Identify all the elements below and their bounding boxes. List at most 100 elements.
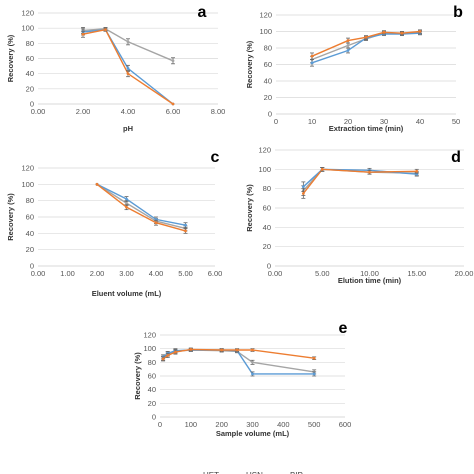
data-point-hsn [95, 182, 99, 186]
series-line-het [311, 32, 421, 64]
data-point-het [301, 185, 305, 189]
x-tick-label: 2.00 [90, 269, 105, 278]
data-point-hsn [154, 221, 158, 225]
x-tick-label: 15.00 [407, 269, 426, 278]
data-point-hsn [415, 169, 419, 173]
series-line-het [96, 183, 186, 226]
x-tick-label: 6.00 [208, 269, 223, 278]
data-point-het [251, 372, 254, 376]
data-point-hsn [301, 192, 305, 195]
y-tick-label: 120 [259, 11, 272, 20]
y-axis-title: Recovery (%) [6, 34, 15, 82]
x-tick-label: 0 [274, 117, 278, 126]
x-tick-label: 100 [185, 420, 198, 429]
x-tick-label: 10 [308, 117, 316, 126]
y-tick-label: 100 [259, 27, 272, 36]
series-line-hsn [82, 28, 174, 105]
chart-panel-a: 0 20 40 60 80 100 120 0.00 2.00 4.00 6.00 8.00 pH Rec… [6, 4, 225, 133]
data-point-hsn [171, 102, 175, 106]
y-tick-label: 120 [21, 9, 34, 18]
chart-panel-d: 0 20 40 60 80 100 120 0.00 5.00 10.00 15.00 20.00 El… [245, 146, 473, 286]
x-tick-label: 4.00 [149, 269, 164, 278]
x-tick-label: 6.00 [166, 107, 181, 116]
y-tick-label: 120 [258, 146, 271, 155]
series-line-hsn [96, 183, 186, 232]
y-tick-label: 0 [268, 110, 272, 119]
y-tick-label: 0 [267, 262, 271, 271]
y-tick-label: 100 [21, 180, 34, 189]
data-point-hsn [189, 347, 193, 351]
y-tick-label: 20 [263, 242, 271, 251]
data-point-bip [126, 40, 130, 44]
data-point-hsn [161, 357, 165, 361]
y-tick-label: 40 [264, 77, 272, 86]
x-tick-label: 0 [158, 420, 162, 429]
data-point-hsn [174, 350, 177, 354]
y-tick-label: 0 [30, 262, 34, 271]
panel-label: a [198, 4, 207, 21]
data-point-het [125, 197, 128, 201]
y-tick-label: 60 [264, 60, 272, 69]
y-axis-title: Recovery (%) [6, 193, 15, 241]
x-tick-label: 2.00 [76, 107, 91, 116]
series-line-het [162, 349, 315, 375]
panel-label: e [339, 320, 348, 337]
x-tick-label: 4.00 [121, 107, 136, 116]
x-tick-label: 5.00 [315, 269, 330, 278]
x-tick-label: 20.00 [455, 269, 474, 278]
x-tick-label: 200 [215, 420, 228, 429]
y-tick-label: 60 [26, 213, 34, 222]
data-point-bip [171, 59, 175, 63]
x-tick-label: 1.00 [60, 269, 75, 278]
x-tick-label: 400 [277, 420, 290, 429]
y-tick-label: 80 [148, 358, 156, 367]
y-tick-label: 20 [264, 93, 272, 102]
data-point-bip [125, 201, 128, 205]
y-tick-label: 40 [148, 385, 156, 394]
y-tick-label: 0 [152, 413, 156, 422]
x-axis-title: Elution time (min) [338, 276, 402, 285]
data-point-hsn [251, 348, 254, 352]
y-tick-label: 0 [30, 100, 34, 109]
y-tick-label: 60 [263, 204, 271, 213]
data-point-bip [346, 44, 350, 47]
y-tick-label: 40 [26, 229, 34, 238]
series-line-hsn [302, 168, 417, 194]
x-tick-label: 0.00 [268, 269, 283, 278]
data-point-hsn [364, 35, 368, 39]
x-tick-label: 0.00 [31, 269, 46, 278]
data-point-hsn [125, 205, 128, 209]
data-point-het [312, 372, 316, 376]
data-point-hsn [104, 28, 107, 32]
x-tick-label: 500 [308, 420, 321, 429]
data-point-hsn [400, 31, 404, 35]
legend-label-hsn: HSN [246, 471, 263, 474]
y-axis-title: Recovery (%) [245, 40, 254, 88]
x-tick-label: 600 [339, 420, 352, 429]
series-line-bip [82, 28, 174, 62]
data-point-hsn [418, 30, 422, 33]
chart-panel-b: 0 20 40 60 80 100 120 0 10 20 30 40 50 Extraction tim… [245, 4, 463, 133]
data-point-hsn [346, 39, 350, 42]
y-tick-label: 80 [264, 44, 272, 53]
series-line-hsn [311, 30, 421, 57]
y-tick-label: 40 [26, 69, 34, 78]
x-tick-label: 8.00 [211, 107, 226, 116]
series-line-bip [96, 183, 186, 230]
data-point-hsn [220, 348, 224, 352]
x-tick-label: 40 [416, 117, 424, 126]
x-tick-label: 50 [452, 117, 460, 126]
y-tick-label: 80 [263, 184, 271, 193]
data-point-hsn [235, 348, 239, 352]
legend-label-bip: BIP [290, 471, 303, 474]
y-tick-label: 100 [258, 165, 271, 174]
panel-label: c [211, 149, 220, 166]
data-point-bip [251, 360, 254, 364]
series-line-het [82, 28, 174, 105]
y-tick-label: 60 [26, 54, 34, 63]
x-axis-title: pH [123, 124, 133, 133]
data-point-hsn [166, 354, 170, 357]
legend: HET HSN BIP [203, 471, 303, 474]
x-tick-label: 300 [246, 420, 259, 429]
data-point-hsn [312, 356, 316, 360]
